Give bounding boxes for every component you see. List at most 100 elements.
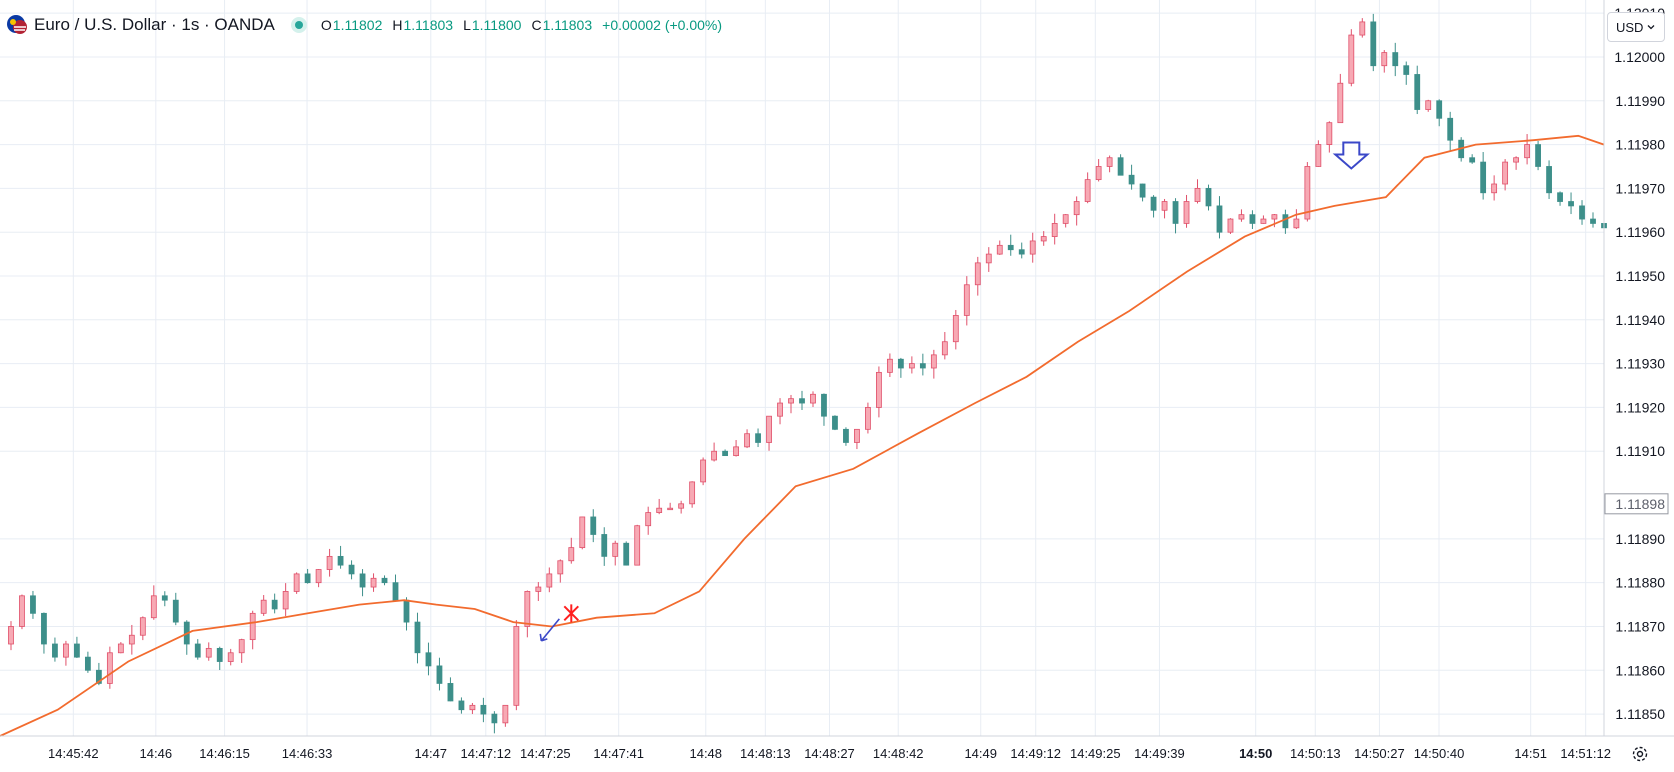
candle-body [1271, 214, 1278, 220]
time-tick-label: 14:45:42 [48, 746, 99, 761]
candle-body [1337, 82, 1344, 124]
annotations[interactable] [539, 88, 1674, 642]
candle-body [897, 358, 904, 369]
candle-body [1106, 157, 1113, 167]
candle-body [876, 371, 882, 408]
candle-body [985, 253, 992, 264]
candle-body [1403, 65, 1410, 75]
candle-body [74, 643, 80, 658]
candle-body [1150, 196, 1157, 211]
candle-body [359, 573, 366, 588]
time-tick-label: 14:47:41 [593, 746, 644, 761]
arrow-down-icon[interactable] [1332, 141, 1370, 170]
candle-body [1524, 144, 1530, 159]
candle-body [425, 652, 432, 667]
candle-body [282, 591, 289, 610]
chevron-down-icon [1647, 25, 1655, 30]
candle-body [1315, 144, 1322, 167]
price-tick-label: 1.11880 [1615, 575, 1665, 591]
price-axis[interactable]: 1.120101.120001.119901.119801.119701.119… [1604, 5, 1669, 722]
price-tick-label: 1.11970 [1615, 180, 1665, 196]
candle-body [1469, 157, 1476, 163]
time-tick-label: 14:46:15 [199, 746, 250, 761]
candle-body [458, 700, 465, 711]
candle-body [1161, 201, 1168, 211]
ma-line [0, 134, 1605, 737]
candle-body [1172, 201, 1179, 224]
candle-body [766, 415, 772, 443]
price-tick-label: 1.11860 [1615, 662, 1665, 678]
chart-settings-button[interactable] [1628, 742, 1652, 766]
ohlc-open: O1.11802 [320, 17, 383, 33]
candle-body [832, 415, 838, 430]
candle-body [546, 573, 553, 588]
candle-body [908, 363, 915, 369]
candle-body [370, 577, 377, 588]
candle-body [601, 534, 608, 557]
symbol-title[interactable]: Euro / U.S. Dollar · 1s · OANDA [34, 15, 275, 34]
time-tick-label: 14:49:12 [1010, 746, 1061, 761]
candle-body [19, 595, 25, 627]
moving-average [0, 134, 1605, 737]
candle-body [1370, 21, 1377, 67]
time-tick-label: 14:50 [1239, 746, 1272, 761]
candle-body [634, 525, 641, 566]
currency-flags-icon[interactable] [6, 14, 28, 36]
price-tick-label: 1.11870 [1615, 618, 1665, 634]
candle-body [1480, 161, 1487, 194]
candle-body [260, 599, 267, 614]
candle-body [678, 503, 685, 509]
candle-body [755, 433, 761, 443]
candle-body [63, 643, 69, 658]
candle-body [348, 564, 355, 575]
candle-body [1304, 166, 1311, 220]
candle-body [1051, 223, 1058, 237]
candle-body [1557, 192, 1563, 202]
time-tick-label: 14:49:39 [1134, 746, 1185, 761]
candle-body [117, 643, 124, 654]
currency-label: USD [1616, 19, 1644, 35]
cross-marker-icon[interactable] [563, 604, 579, 623]
price-tick-label: 1.12000 [1614, 49, 1665, 65]
candle-body [1062, 214, 1069, 224]
small-arrow-icon[interactable] [539, 618, 560, 642]
candle-body [843, 428, 849, 443]
time-tick-label: 14:50:27 [1354, 746, 1405, 761]
candle-body [1227, 218, 1234, 233]
time-axis[interactable]: 14:45:42 14:46 14:46:15 14:46:33 14:47 14:47:… [48, 746, 1611, 761]
candle-body [689, 481, 696, 505]
time-tick-label: 14:47 [415, 746, 448, 761]
candle-body [700, 459, 707, 483]
candle-body [1359, 21, 1366, 36]
price-tick-label: 1.11980 [1615, 137, 1665, 153]
candle-body [645, 512, 652, 527]
time-tick-label: 14:49 [964, 746, 997, 761]
candle-body [238, 639, 245, 654]
candle-body [1117, 157, 1124, 176]
candle-body [1073, 201, 1080, 216]
price-tick-label: 1.11950 [1615, 268, 1665, 284]
candle-body [150, 595, 157, 619]
candle-body [919, 363, 926, 369]
candle-body [95, 669, 102, 684]
candle-body [1282, 214, 1289, 229]
price-tick-label: 1.11890 [1615, 531, 1665, 547]
candle-body [568, 547, 575, 562]
price-tick-label: 1.11960 [1615, 224, 1665, 240]
candle-body [865, 407, 871, 430]
candle-body [579, 516, 586, 549]
candle-body [722, 450, 728, 457]
candle-body [974, 262, 981, 286]
candle-body [854, 428, 860, 443]
currency-selector-button[interactable]: USD [1607, 12, 1665, 42]
candle-body [963, 284, 970, 316]
candle-body [590, 516, 597, 535]
candle-body [1392, 52, 1399, 67]
time-tick-label: 14:51:12 [1560, 746, 1611, 761]
candle-body [1414, 74, 1421, 110]
candle-body [513, 626, 520, 706]
candle-body [1084, 179, 1091, 202]
ohlc-high: H1.11803 [392, 17, 454, 33]
